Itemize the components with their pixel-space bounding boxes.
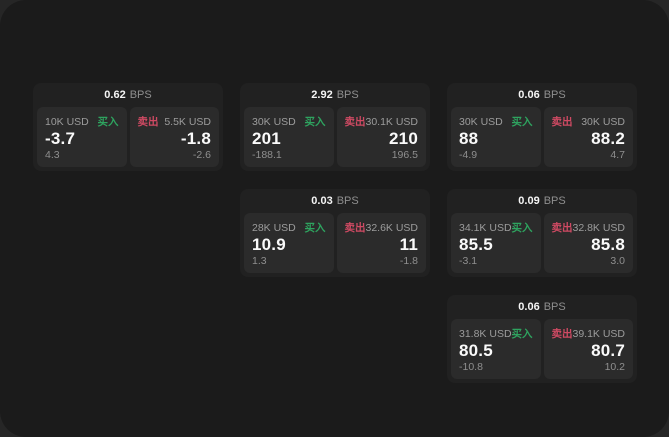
- buy-label: 买入: [511, 328, 533, 340]
- spread-unit: BPS: [543, 301, 566, 313]
- sell-price: -1.8: [180, 129, 211, 148]
- sell-panel[interactable]: 卖出 30.1K USD 210 196.5: [336, 107, 426, 167]
- sell-panel[interactable]: 卖出 32.6K USD 11 -1.8: [336, 213, 426, 273]
- spread-unit: BPS: [336, 195, 359, 207]
- quote-card: 0.03 BPS 28K USD 买入 10.9 1.3 卖出 32.6K US…: [240, 189, 430, 277]
- sell-label: 卖出: [551, 222, 573, 234]
- buy-amount: 30K USD: [252, 116, 296, 128]
- buy-price: 88: [459, 129, 479, 148]
- spread-value: 0.06: [518, 301, 540, 313]
- buy-delta: -188.1: [252, 149, 282, 161]
- spread-value: 0.09: [518, 195, 540, 207]
- spread-value: 2.92: [311, 89, 333, 101]
- buy-amount: 30K USD: [459, 116, 503, 128]
- buy-amount: 31.8K USD: [459, 328, 512, 340]
- buy-delta: -4.9: [459, 149, 478, 161]
- buy-delta: -3.1: [459, 255, 478, 267]
- buy-label: 买入: [304, 222, 326, 234]
- quote-card: 0.62 BPS 10K USD 买入 -3.7 4.3 卖出 5.5K USD: [33, 83, 223, 171]
- buy-amount: 10K USD: [45, 116, 89, 128]
- quote-card-grid: 0.62 BPS 10K USD 买入 -3.7 4.3 卖出 5.5K USD: [33, 83, 637, 383]
- sell-amount: 30K USD: [581, 116, 625, 128]
- sell-panel[interactable]: 卖出 5.5K USD -1.8 -2.6: [129, 107, 219, 167]
- spread-header: 0.09 BPS: [451, 189, 633, 213]
- sell-label: 卖出: [551, 116, 573, 128]
- buy-label: 买入: [304, 116, 326, 128]
- sell-label: 卖出: [344, 116, 366, 128]
- sell-price: 88.2: [591, 129, 625, 148]
- sell-label: 卖出: [137, 116, 159, 128]
- buy-delta: 4.3: [45, 149, 60, 161]
- buy-label: 买入: [511, 116, 533, 128]
- quote-card: 0.06 BPS 31.8K USD 买入 80.5 -10.8 卖出 39.1…: [447, 295, 637, 383]
- sell-panel[interactable]: 卖出 32.8K USD 85.8 3.0: [543, 213, 633, 273]
- sell-delta: -2.6: [192, 149, 211, 161]
- spread-unit: BPS: [543, 195, 566, 207]
- buy-panel[interactable]: 31.8K USD 买入 80.5 -10.8: [451, 319, 541, 379]
- buy-amount: 34.1K USD: [459, 222, 512, 234]
- sell-label: 卖出: [344, 222, 366, 234]
- sell-amount: 32.6K USD: [365, 222, 419, 234]
- spread-value: 0.62: [104, 89, 126, 101]
- sell-delta: 3.0: [610, 255, 625, 267]
- sell-panel[interactable]: 卖出 39.1K USD 80.7 10.2: [543, 319, 633, 379]
- buy-label: 买入: [511, 222, 533, 234]
- sell-amount: 5.5K USD: [164, 116, 211, 128]
- buy-label: 买入: [97, 116, 119, 128]
- buy-panel[interactable]: 30K USD 买入 88 -4.9: [451, 107, 541, 167]
- buy-price: -3.7: [45, 129, 76, 148]
- spread-unit: BPS: [336, 89, 359, 101]
- spread-value: 0.03: [311, 195, 333, 207]
- quote-card: 0.06 BPS 30K USD 买入 88 -4.9 卖出 30K USD: [447, 83, 637, 171]
- buy-price: 80.5: [459, 341, 493, 360]
- sell-amount: 39.1K USD: [572, 328, 626, 340]
- spread-value: 0.06: [518, 89, 540, 101]
- spread-header: 0.62 BPS: [37, 83, 219, 107]
- buy-price: 85.5: [459, 235, 493, 254]
- buy-panel[interactable]: 28K USD 买入 10.9 1.3: [244, 213, 334, 273]
- buy-price: 201: [252, 129, 281, 148]
- buy-delta: -10.8: [459, 361, 483, 373]
- spread-header: 0.06 BPS: [451, 295, 633, 319]
- buy-amount: 28K USD: [252, 222, 296, 234]
- sell-amount: 32.8K USD: [572, 222, 626, 234]
- buy-delta: 1.3: [252, 255, 267, 267]
- sell-delta: 196.5: [391, 149, 418, 161]
- quote-card: 2.92 BPS 30K USD 买入 201 -188.1 卖出 30.1K …: [240, 83, 430, 171]
- sell-delta: 10.2: [604, 361, 625, 373]
- spread-unit: BPS: [129, 89, 152, 101]
- spread-header: 0.03 BPS: [244, 189, 426, 213]
- buy-price: 10.9: [252, 235, 286, 254]
- spread-header: 0.06 BPS: [451, 83, 633, 107]
- sell-price: 80.7: [591, 341, 625, 360]
- sell-delta: -1.8: [399, 255, 418, 267]
- sell-price: 11: [399, 235, 418, 254]
- spread-header: 2.92 BPS: [244, 83, 426, 107]
- buy-panel[interactable]: 10K USD 买入 -3.7 4.3: [37, 107, 127, 167]
- sell-label: 卖出: [551, 328, 573, 340]
- buy-panel[interactable]: 34.1K USD 买入 85.5 -3.1: [451, 213, 541, 273]
- sell-price: 85.8: [591, 235, 625, 254]
- sell-delta: 4.7: [610, 149, 625, 161]
- quote-card: 0.09 BPS 34.1K USD 买入 85.5 -3.1 卖出 32.8K…: [447, 189, 637, 277]
- buy-panel[interactable]: 30K USD 买入 201 -188.1: [244, 107, 334, 167]
- sell-price: 210: [389, 129, 418, 148]
- sell-panel[interactable]: 卖出 30K USD 88.2 4.7: [543, 107, 633, 167]
- spread-unit: BPS: [543, 89, 566, 101]
- sell-amount: 30.1K USD: [365, 116, 419, 128]
